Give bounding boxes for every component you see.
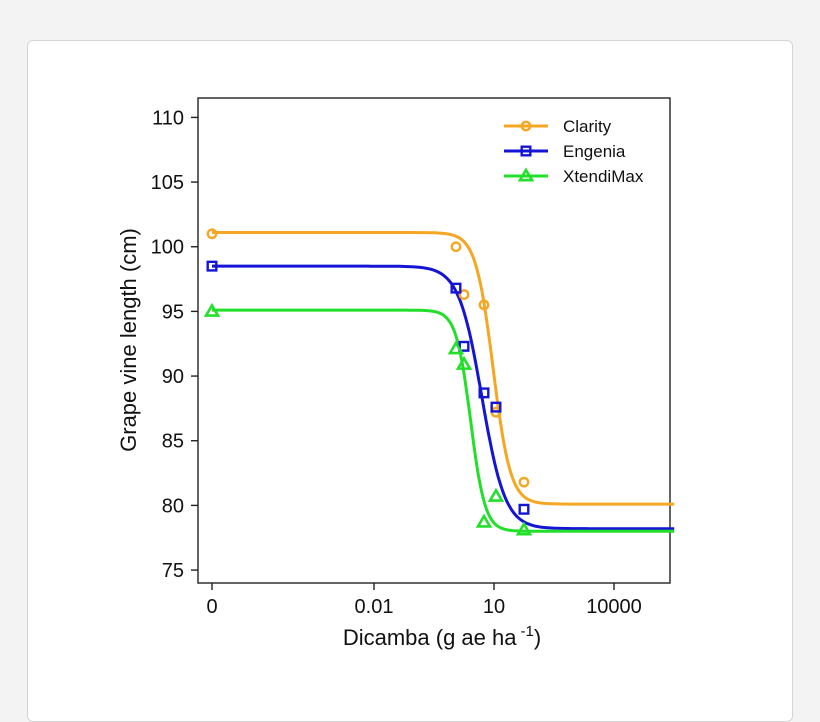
point-engenia-4 [490,401,502,413]
point-engenia-2 [458,340,470,352]
x-axis: 0 0.01 10 10000 [206,583,642,618]
legend-label-xtendimax: XtendiMax [563,167,644,186]
x-axis-title: Dicamba (g ae ha -1) [343,623,541,650]
legend-marker-xtendimax [517,167,535,182]
y-tick-label-85: 85 [162,431,184,453]
x-tick-label-2: 10 [483,596,505,618]
point-clarity-2 [458,289,470,300]
point-clarity-5 [518,476,530,488]
y-axis-title: Grape vine length (cm) [116,228,141,452]
legend-marker-clarity [520,120,532,132]
fit-curves [212,231,675,533]
point-xtendimax-4 [487,487,505,502]
y-tick-label-80: 80 [162,495,184,517]
x-tick-label-3: 10000 [586,596,642,618]
point-engenia-0 [206,260,218,272]
grape-vine-dose-response-chart: 75 80 85 90 95 100 105 110 0 0.01 10 10000 Clarity… [116,97,675,650]
y-tick-label-110: 110 [152,107,184,129]
x-tick-label-0: 0 [206,596,217,618]
fit-curve-clarity [212,231,675,506]
fit-curve-xtendimax [212,308,675,533]
point-xtendimax-5 [515,521,533,536]
point-xtendimax-2 [455,355,473,370]
x-tick-label-1: 0.01 [355,596,394,618]
point-xtendimax-3 [475,513,493,528]
point-xtendimax-0 [203,302,221,317]
plot-frame [197,97,671,584]
point-clarity-0 [206,228,218,240]
legend-marker-engenia [520,145,532,157]
y-tick-label-95: 95 [162,301,184,323]
y-tick-label-90: 90 [162,366,184,388]
legend-label-clarity: Clarity [563,117,612,136]
x-axis-title-main: Dicamba (g ae ha [343,625,517,650]
chart-figure: 75 80 85 90 95 100 105 110 0 0.01 10 10000 Clarity… [112,65,707,655]
legend-label-engenia: Engenia [563,142,626,161]
y-tick-label-105: 105 [151,172,184,194]
point-engenia-5 [518,503,530,515]
x-axis-title-superscript: -1 [520,623,533,640]
data-points [203,228,533,536]
point-xtendimax-1 [447,340,465,355]
point-engenia-3 [478,387,490,399]
y-tick-label-75: 75 [162,560,184,582]
x-axis-title-close: ) [534,625,541,650]
legend: Clarity Engenia XtendiMax [504,117,644,186]
y-tick-label-100: 100 [151,237,184,259]
fit-curve-engenia [212,264,675,531]
point-engenia-1 [450,282,462,294]
point-clarity-3 [478,299,490,311]
point-clarity-1 [450,241,462,253]
y-axis: 75 80 85 90 95 100 105 110 [151,107,198,582]
